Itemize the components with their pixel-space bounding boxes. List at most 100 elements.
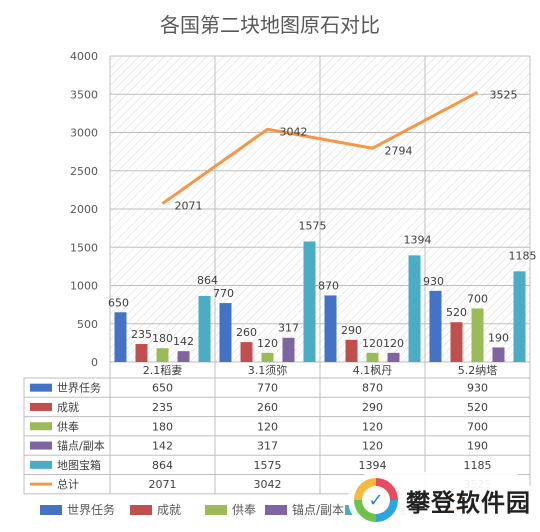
bar-value-label: 1185 [509, 249, 537, 262]
watermark: ✓ 攀登软件园 [348, 472, 534, 528]
bar-value-label: 235 [131, 328, 152, 341]
table-cell: 1575 [254, 459, 282, 472]
table-series-name: 世界任务 [57, 382, 101, 395]
bar [219, 303, 232, 362]
total-line: 2071 3042 2794 3525 [161, 88, 518, 213]
gridlines [109, 55, 531, 363]
bar [471, 308, 484, 362]
bar-value-label: 520 [446, 306, 467, 319]
legend-label: 供奉 [232, 503, 256, 517]
table-series-key [30, 402, 52, 411]
bar-value-label: 290 [341, 324, 362, 337]
y-tick-label: 1500 [70, 241, 98, 254]
y-tick-label: 500 [77, 318, 98, 331]
table-cell: 3042 [254, 478, 282, 491]
bar [429, 290, 442, 362]
bar [324, 295, 337, 362]
bar-value-label: 142 [173, 335, 194, 348]
data-table: 世界任务 650 770 870 930 成就 235 260 290 520 供奉 180 120 12… [23, 362, 531, 495]
bar-value-label: 770 [213, 287, 234, 300]
table-series-key [30, 422, 52, 431]
x-tick-label: 5.2纳塔 [458, 364, 498, 377]
bar [513, 271, 526, 362]
check-badge-icon: ✓ [354, 478, 398, 522]
table-series-name: 地图宝箱 [57, 458, 101, 472]
bar-value-label: 120 [362, 337, 383, 350]
table-cell: 770 [257, 382, 278, 395]
legend-key [205, 505, 227, 515]
x-tick-label: 3.1须弥 [248, 363, 288, 377]
bar [198, 295, 211, 362]
bar [177, 351, 190, 362]
line-value-label: 3042 [280, 125, 308, 138]
bar [345, 339, 358, 362]
bar [450, 322, 463, 362]
table-cell: 190 [467, 440, 488, 453]
bar-value-label: 650 [108, 296, 129, 309]
legend-key [265, 505, 287, 515]
table-cell: 1394 [359, 459, 387, 472]
table-cell: 520 [467, 401, 488, 414]
y-tick-label: 4000 [70, 50, 98, 63]
legend-label: 成就 [157, 503, 181, 517]
bar-value-label: 260 [236, 326, 257, 339]
bar [303, 241, 316, 362]
table-series-name: 成就 [57, 400, 79, 414]
line-value-label: 2794 [385, 144, 413, 157]
bar [156, 348, 169, 362]
bar [366, 352, 379, 362]
bar-value-label: 317 [278, 322, 299, 335]
table-cell: 290 [362, 401, 383, 414]
table-cell: 317 [257, 440, 278, 453]
table-cell: 930 [467, 382, 488, 395]
bar-value-label: 870 [318, 279, 339, 292]
y-tick-label: 3000 [70, 127, 98, 140]
bar-value-label: 120 [257, 337, 278, 350]
legend-key [40, 505, 62, 515]
watermark-text: 攀登软件园 [406, 488, 531, 517]
table-cell: 180 [152, 420, 173, 433]
bar-value-label: 120 [383, 337, 404, 350]
bar [135, 344, 148, 362]
x-tick-label: 2.1稻妻 [143, 364, 183, 377]
bar [282, 337, 295, 362]
y-tick-label: 2000 [70, 203, 98, 216]
table-series-name: 供奉 [57, 419, 79, 433]
table-cell: 870 [362, 382, 383, 395]
table-cell: 142 [152, 440, 173, 453]
y-tick-label: 0 [91, 356, 98, 369]
x-tick-label: 4.1枫丹 [353, 363, 393, 377]
table-cell: 235 [152, 401, 173, 414]
bar [261, 352, 274, 362]
bar [114, 312, 127, 362]
bar [408, 255, 421, 362]
table-cell: 700 [467, 420, 488, 433]
legend-label: 锚点/副本 [292, 502, 344, 517]
bar-value-label: 1575 [299, 220, 327, 233]
bar [240, 342, 253, 362]
table-series-key [30, 383, 52, 392]
chart-title: 各国第二块地图原石对比 [160, 13, 380, 37]
table-cell: 120 [362, 440, 383, 453]
table-cell: 260 [257, 401, 278, 414]
table-series-key [30, 441, 52, 450]
y-tick-label: 2500 [70, 165, 98, 178]
bar-value-label: 190 [488, 331, 509, 344]
legend-key [130, 505, 152, 515]
table-cell: 120 [257, 420, 278, 433]
table-cell: 120 [362, 420, 383, 433]
legend-label: 世界任务 [67, 502, 115, 517]
bar [492, 347, 505, 362]
table-cell: 864 [152, 459, 173, 472]
line-value-label: 3525 [490, 88, 518, 101]
table-series-key [30, 460, 52, 469]
bar-value-label: 1394 [404, 233, 432, 246]
line-value-label: 2071 [175, 200, 203, 213]
y-axis: 0 500 1000 1500 2000 2500 3000 3500 4000 [70, 50, 98, 369]
series-line [161, 91, 479, 205]
table-cell: 2071 [149, 478, 177, 491]
y-tick-label: 1000 [70, 280, 98, 293]
bar-value-label: 864 [197, 274, 218, 287]
